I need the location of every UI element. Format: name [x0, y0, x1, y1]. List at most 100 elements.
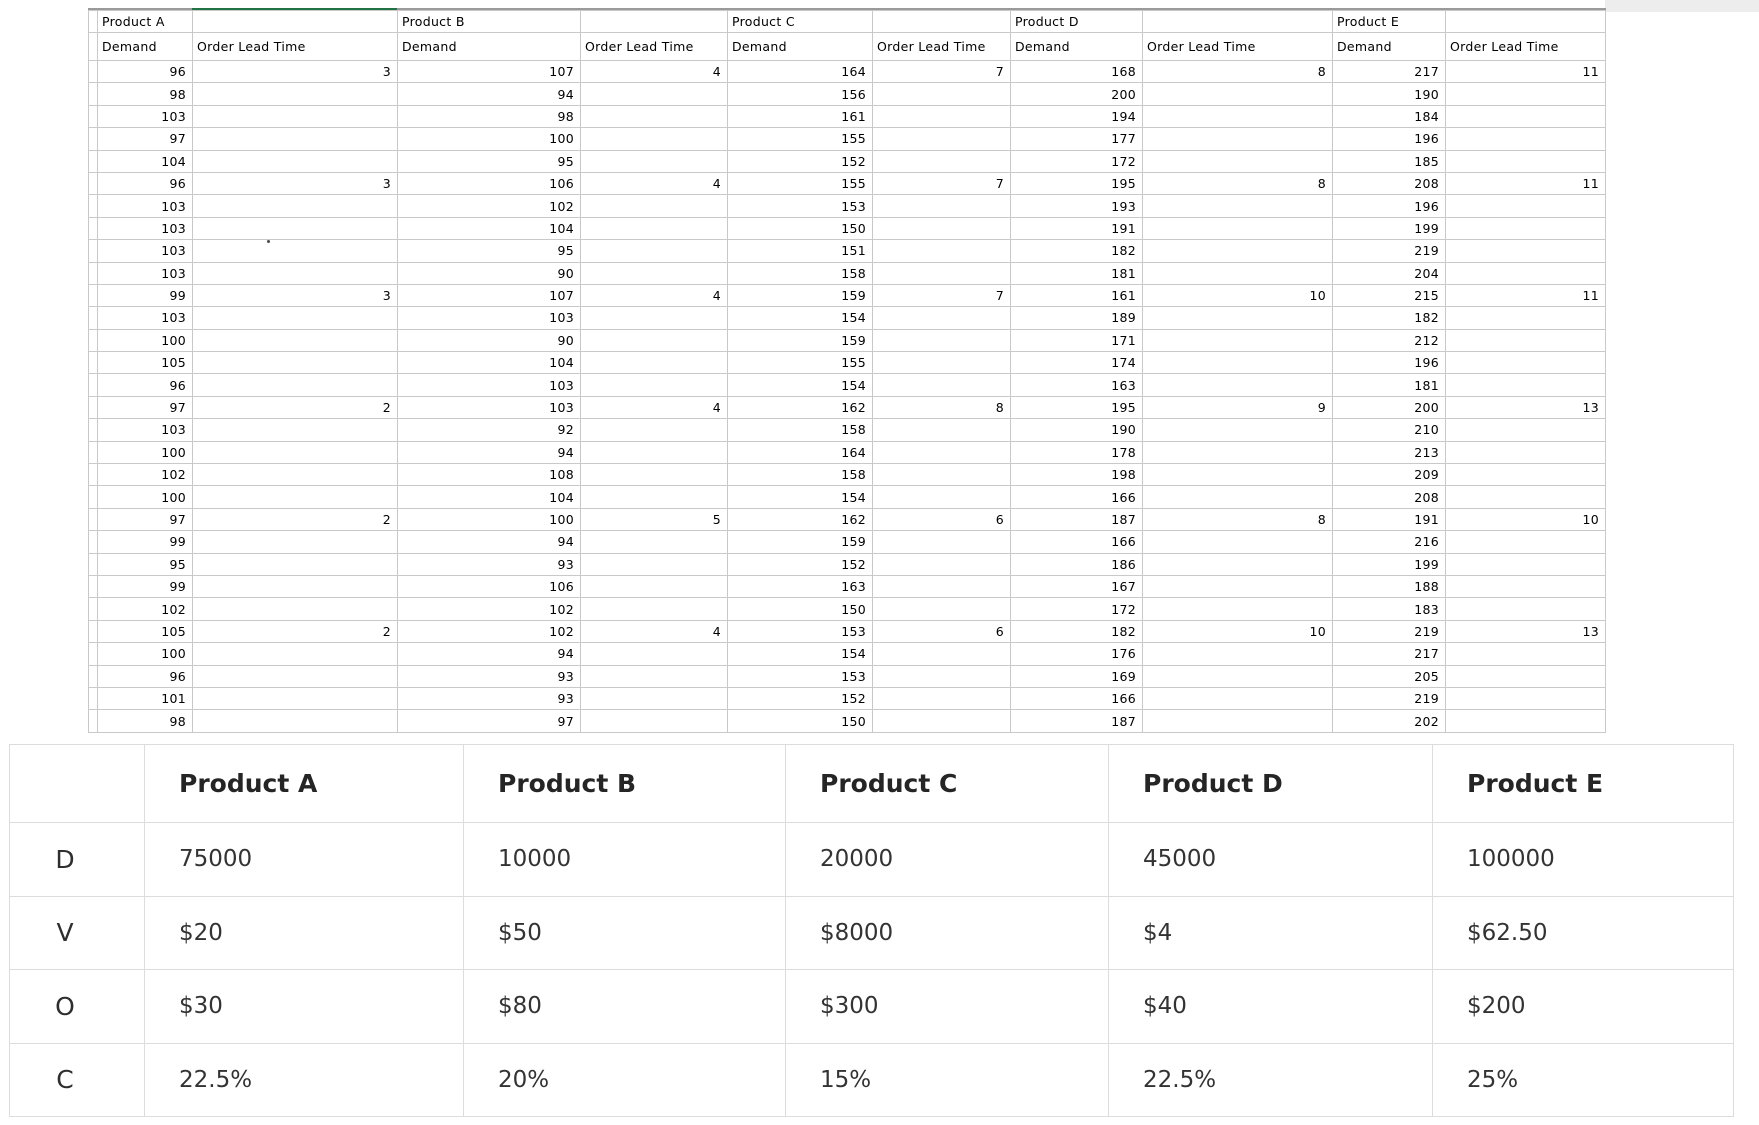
lead-time-cell[interactable]: 11: [1445, 59, 1606, 84]
lead-time-cell[interactable]: [192, 82, 398, 106]
demand-cell[interactable]: 97: [397, 709, 581, 733]
demand-cell[interactable]: 200: [1332, 395, 1446, 420]
lead-time-cell[interactable]: [192, 597, 398, 621]
lead-time-cell[interactable]: [192, 373, 398, 397]
demand-cell[interactable]: 97: [97, 507, 193, 532]
demand-cell[interactable]: 102: [397, 619, 581, 644]
lead-time-cell[interactable]: [1142, 82, 1333, 106]
product-name-header-e[interactable]: Product E: [1332, 10, 1446, 33]
lead-time-cell[interactable]: [192, 351, 398, 375]
demand-cell[interactable]: 199: [1332, 216, 1446, 241]
demand-cell[interactable]: 162: [727, 507, 873, 532]
lead-time-cell[interactable]: 8: [1142, 59, 1333, 84]
lead-time-cell[interactable]: [580, 306, 728, 330]
row-gutter-cell[interactable]: [88, 127, 98, 151]
demand-cell[interactable]: 168: [1010, 59, 1143, 84]
demand-cell[interactable]: 99: [97, 283, 193, 308]
product-name-spacer-cell[interactable]: [192, 10, 398, 33]
lead-time-cell[interactable]: 4: [580, 283, 728, 308]
lead-time-cell[interactable]: 4: [580, 171, 728, 196]
lead-time-cell[interactable]: [872, 709, 1011, 733]
lead-time-cell[interactable]: [1142, 306, 1333, 330]
demand-cell[interactable]: 96: [97, 171, 193, 196]
demand-cell[interactable]: 93: [397, 552, 581, 576]
lead-time-cell[interactable]: [192, 463, 398, 487]
lead-time-cell[interactable]: [1142, 261, 1333, 285]
demand-cell[interactable]: 166: [1010, 485, 1143, 509]
demand-cell[interactable]: 191: [1010, 216, 1143, 241]
lead-time-cell[interactable]: [872, 104, 1011, 129]
demand-cell[interactable]: 164: [727, 440, 873, 465]
lead-time-cell[interactable]: 11: [1445, 171, 1606, 196]
demand-cell[interactable]: 194: [1010, 104, 1143, 129]
demand-cell[interactable]: 150: [727, 709, 873, 733]
demand-cell[interactable]: 187: [1010, 709, 1143, 733]
lead-time-cell[interactable]: [192, 239, 398, 263]
lead-time-cell[interactable]: 6: [872, 619, 1011, 644]
lead-time-cell[interactable]: [1445, 418, 1606, 442]
lead-time-cell[interactable]: 13: [1445, 619, 1606, 644]
demand-cell[interactable]: 100: [97, 642, 193, 666]
demand-cell[interactable]: 95: [397, 149, 581, 173]
demand-cell[interactable]: 99: [97, 530, 193, 554]
lead-time-cell[interactable]: [1445, 664, 1606, 688]
lead-time-cell[interactable]: [580, 373, 728, 397]
demand-cell[interactable]: 100: [97, 485, 193, 509]
lead-time-cell[interactable]: [1445, 149, 1606, 173]
demand-cell[interactable]: 182: [1010, 619, 1143, 644]
demand-cell[interactable]: 189: [1010, 306, 1143, 330]
lead-time-cell[interactable]: [1142, 149, 1333, 173]
demand-cell[interactable]: 150: [727, 216, 873, 241]
demand-cell[interactable]: 213: [1332, 440, 1446, 465]
demand-cell[interactable]: 154: [727, 373, 873, 397]
product-name-header-b[interactable]: Product B: [397, 10, 581, 33]
lead-time-cell[interactable]: [872, 328, 1011, 353]
demand-cell[interactable]: 155: [727, 127, 873, 151]
lead-time-cell[interactable]: [1142, 463, 1333, 487]
lead-time-cell[interactable]: 11: [1445, 283, 1606, 308]
lead-time-cell[interactable]: [192, 261, 398, 285]
lead-time-cell[interactable]: [1142, 686, 1333, 711]
row-gutter-cell[interactable]: [88, 530, 98, 554]
row-gutter-cell[interactable]: [88, 239, 98, 263]
demand-cell[interactable]: 152: [727, 686, 873, 711]
lead-time-cell[interactable]: [1142, 597, 1333, 621]
demand-cell[interactable]: 107: [397, 283, 581, 308]
demand-cell[interactable]: 217: [1332, 59, 1446, 84]
demand-cell[interactable]: 193: [1010, 194, 1143, 218]
demand-cell[interactable]: 102: [397, 597, 581, 621]
row-gutter-cell[interactable]: [88, 619, 98, 644]
product-name-spacer-cell[interactable]: [580, 10, 728, 33]
lead-time-cell[interactable]: [192, 709, 398, 733]
demand-cell[interactable]: 158: [727, 418, 873, 442]
row-gutter-cell[interactable]: [88, 216, 98, 241]
demand-header-a[interactable]: Demand: [97, 32, 193, 61]
gutter-header-cell[interactable]: [88, 32, 98, 61]
lead-time-cell[interactable]: [1445, 597, 1606, 621]
demand-cell[interactable]: 199: [1332, 552, 1446, 576]
lead-time-cell[interactable]: [1445, 574, 1606, 599]
demand-cell[interactable]: 100: [97, 328, 193, 353]
row-gutter-cell[interactable]: [88, 104, 98, 129]
demand-cell[interactable]: 162: [727, 395, 873, 420]
lead-time-cell[interactable]: [1142, 664, 1333, 688]
demand-cell[interactable]: 182: [1010, 239, 1143, 263]
demand-cell[interactable]: 104: [397, 351, 581, 375]
lead-time-cell[interactable]: [872, 485, 1011, 509]
lead-time-cell[interactable]: [872, 149, 1011, 173]
lead-time-cell[interactable]: 4: [580, 59, 728, 84]
lead-time-cell[interactable]: [872, 306, 1011, 330]
lead-time-cell[interactable]: [580, 261, 728, 285]
lead-time-cell[interactable]: 6: [872, 507, 1011, 532]
lead-time-cell[interactable]: 10: [1142, 283, 1333, 308]
lead-time-cell[interactable]: 7: [872, 283, 1011, 308]
demand-cell[interactable]: 153: [727, 619, 873, 644]
demand-cell[interactable]: 99: [97, 574, 193, 599]
row-gutter-cell[interactable]: [88, 686, 98, 711]
demand-cell[interactable]: 191: [1332, 507, 1446, 532]
demand-cell[interactable]: 208: [1332, 485, 1446, 509]
lead-time-cell[interactable]: [1445, 552, 1606, 576]
demand-cell[interactable]: 184: [1332, 104, 1446, 129]
demand-cell[interactable]: 96: [97, 59, 193, 84]
demand-cell[interactable]: 105: [97, 619, 193, 644]
